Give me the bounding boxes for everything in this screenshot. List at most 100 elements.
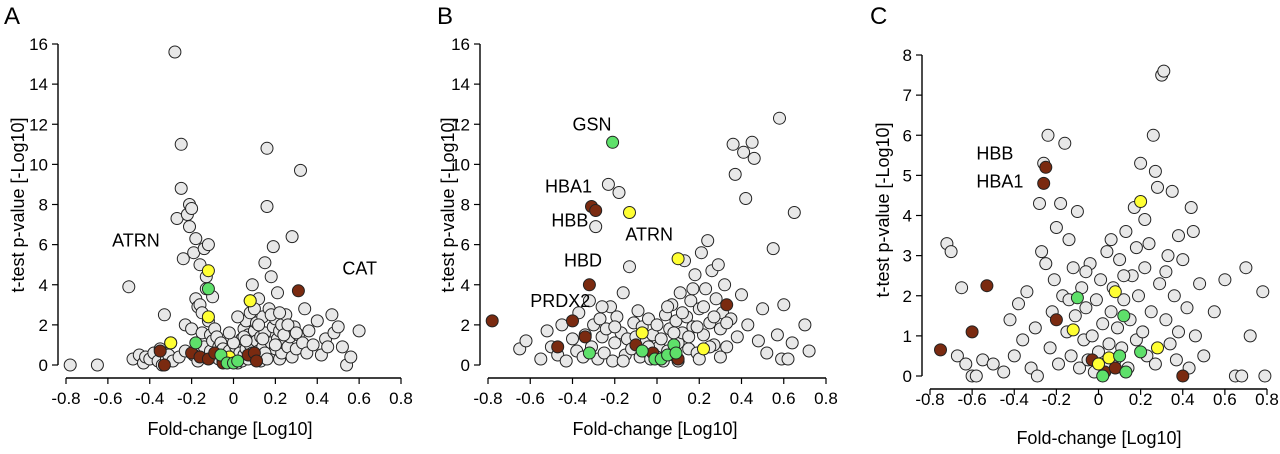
background-point [1089,293,1103,307]
highlighted-point-green [1070,291,1084,305]
background-point [534,352,548,366]
background-point [540,324,554,338]
background-point [122,280,136,294]
background-point [739,192,753,205]
background-point [959,357,973,371]
background-point [222,326,236,340]
y-tick-label: 6 [903,126,912,145]
highlighted-point-yellow [1092,357,1105,371]
background-point [331,320,345,334]
background-point [686,282,700,296]
background-point [1243,329,1257,343]
x-tick-label: 0 [1094,390,1103,409]
background-point [1043,341,1057,355]
x-tick-label: -0.8 [915,390,944,409]
background-point [601,177,615,191]
background-point [157,308,171,322]
background-point [654,332,668,346]
y-tick-label: 0 [39,356,48,375]
y-tick-label: 12 [29,115,48,134]
highlighted-point-green [635,344,649,358]
background-point [266,240,280,254]
highlighted-point-brown [934,343,947,357]
background-point [701,234,715,248]
x-tick-label: -0.2 [1042,390,1071,409]
gene-annotation: PRDX2 [530,291,590,311]
y-tick-label: 16 [451,35,470,54]
background-point [174,137,188,151]
background-point [661,300,675,314]
highlighted-point-green [1119,365,1133,379]
y-tick-label: 8 [903,46,912,65]
background-point [1096,317,1110,331]
background-point [777,298,791,312]
y-tick-label: 7 [903,86,912,105]
background-point [260,352,274,366]
background-point [289,326,303,340]
annotations: GSN HBA1 HBB ATRN HBD PRDX2 [530,114,673,311]
annotations: HBB HBA1 [976,143,1023,191]
background-point [566,332,579,346]
background-point [667,326,681,340]
background-point [321,340,335,354]
background-point [713,350,727,364]
background-point [1104,305,1118,319]
background-point [285,230,299,244]
background-point [1169,353,1183,367]
background-point [1033,197,1046,210]
highlighted-point-brown [1176,369,1190,383]
background-point [183,220,196,234]
background-point [711,258,725,272]
background-point [1030,369,1044,383]
x-tick-label: -0.6 [516,389,545,408]
highlighted-point-brown [157,358,171,372]
background-point [559,354,573,368]
y-tick-label: 4 [461,276,470,295]
highlighted-point-green [606,135,620,149]
panel-c: C Fold-change [Log10] t-test p-value [-L… [870,3,1279,448]
background-point [697,300,710,314]
highlighted-point-green [1096,369,1110,383]
background-point [63,358,77,372]
background-point [597,346,611,360]
background-point [168,45,182,59]
x-tick-label: 0.8 [389,389,413,408]
background-point [785,336,799,350]
y-tick-label: 5 [903,166,912,185]
y-axis-title: t-test p-value [-Log10] [8,117,28,292]
background-point [344,350,358,364]
y-axis-title: t-test p-value [-Log10] [873,122,893,297]
highlighted-point-green [189,336,203,350]
gene-annotation: HBA1 [976,171,1023,191]
background-point [709,292,723,306]
background-point [1256,285,1270,299]
background-point [1079,301,1093,315]
background-point [770,328,784,342]
background-point [245,278,259,292]
highlighted-point-brown [965,325,979,339]
background-point [310,314,324,328]
background-point [1151,180,1164,194]
background-point [1172,325,1185,339]
background-point [1058,136,1072,150]
background-point [1172,229,1185,243]
highlighted-point-green [231,354,245,368]
background-point [608,336,622,350]
highlighted-point-green [1134,345,1148,359]
background-point [1218,273,1232,287]
data-points [63,45,366,372]
background-point [352,324,366,338]
background-point [1054,197,1068,210]
background-point [325,308,339,322]
data-points [485,111,816,368]
background-point [1142,237,1156,251]
background-point [1235,369,1249,383]
highlighted-point-green [582,346,596,360]
background-point [1165,184,1179,198]
background-point [741,318,755,332]
gene-annotation: HBB [976,143,1013,163]
y-tick-label: 2 [39,316,48,335]
x-tick-label: 0.4 [730,389,754,408]
background-point [1003,313,1017,327]
background-point [1153,277,1167,291]
